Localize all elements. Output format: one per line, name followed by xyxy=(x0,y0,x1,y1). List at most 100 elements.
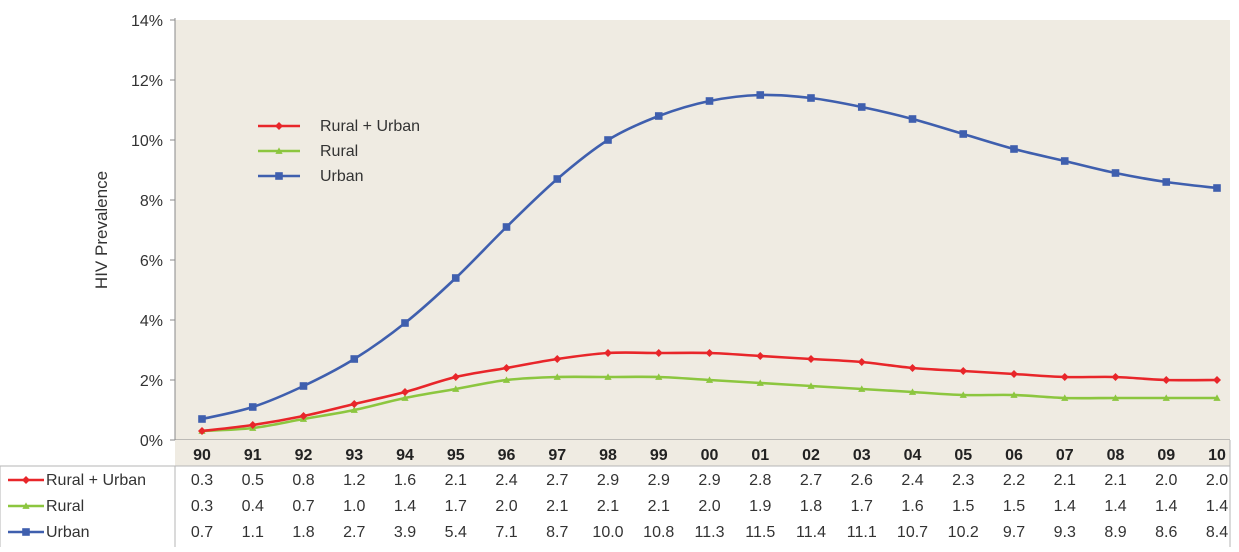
data-point xyxy=(198,427,206,435)
table-cell: 10.0 xyxy=(592,524,623,541)
data-point xyxy=(604,373,612,380)
table-cell: 11.1 xyxy=(847,524,877,541)
data-point xyxy=(705,376,714,383)
table-cell: 2.1 xyxy=(1054,472,1076,489)
series-urban xyxy=(198,91,1221,423)
x-tick-label: 92 xyxy=(295,447,313,464)
table-cell: 10.7 xyxy=(897,524,928,541)
table-cell: 1.4 xyxy=(1206,498,1228,515)
table-cell: 2.0 xyxy=(1206,472,1228,489)
plot-area xyxy=(175,20,1230,440)
table-cell: 2.6 xyxy=(851,472,873,489)
data-point xyxy=(1111,373,1120,381)
data-point xyxy=(959,391,967,398)
y-tick-label: 0% xyxy=(140,433,163,450)
data-point xyxy=(1162,376,1171,384)
data-point xyxy=(502,376,511,383)
data-point xyxy=(401,394,409,401)
table-cell: 1.7 xyxy=(851,498,873,515)
table-cell: 2.1 xyxy=(597,498,619,515)
x-tick-label: 01 xyxy=(751,447,769,464)
data-point xyxy=(401,388,409,396)
x-tick-label: 03 xyxy=(853,447,871,464)
x-tick-label: 94 xyxy=(396,447,414,464)
table-cell: 11.4 xyxy=(796,524,826,541)
table-row-label: Urban xyxy=(46,524,90,541)
table-row-swatch-marker xyxy=(22,502,30,509)
data-point xyxy=(553,175,562,183)
table-cell: 0.5 xyxy=(242,472,264,489)
legend-item: Rural xyxy=(258,143,358,160)
data-point xyxy=(451,274,460,282)
data-point xyxy=(858,385,866,392)
table-cell: 1.5 xyxy=(1003,498,1025,515)
x-tick-label: 96 xyxy=(498,447,516,464)
data-point xyxy=(502,364,511,372)
table-cell: 2.0 xyxy=(495,498,517,515)
table-cell: 0.3 xyxy=(191,498,213,515)
x-tick-label: 90 xyxy=(193,447,211,464)
x-header-band xyxy=(175,440,1230,466)
table-cell: 1.2 xyxy=(343,472,365,489)
data-point xyxy=(908,388,917,395)
data-point xyxy=(807,94,815,102)
x-tick-label: 04 xyxy=(904,447,922,464)
data-point xyxy=(350,355,359,363)
table-cell: 1.4 xyxy=(1054,498,1076,515)
table-cell: 2.1 xyxy=(648,498,670,515)
data-point xyxy=(705,97,714,105)
table-cell: 1.4 xyxy=(1104,498,1126,515)
data-point xyxy=(959,367,968,375)
data-point xyxy=(1060,157,1069,165)
series-rural-urban xyxy=(198,349,1221,435)
table-cell: 3.9 xyxy=(394,524,416,541)
data-point xyxy=(857,358,866,366)
legend-label: Urban xyxy=(320,168,364,185)
data-point xyxy=(452,385,460,392)
table-cell: 2.0 xyxy=(698,498,720,515)
table-cell: 1.7 xyxy=(445,498,467,515)
table-cell: 2.1 xyxy=(445,472,467,489)
series-rural xyxy=(198,373,1221,434)
data-point xyxy=(299,412,308,420)
data-point xyxy=(1162,178,1171,186)
table-row-swatch-marker xyxy=(22,476,30,484)
data-point xyxy=(350,400,359,408)
table-cell: 0.3 xyxy=(191,472,213,489)
data-point xyxy=(1162,394,1170,401)
table-cell: 0.7 xyxy=(191,524,213,541)
data-point xyxy=(604,136,612,144)
table-row: Rural + Urban 0.3 0.5 0.8 1.2 1.6 2.1 2.4 2.7 2.9… xyxy=(8,472,1228,489)
table-cell: 9.3 xyxy=(1054,524,1076,541)
table-cell: 11.3 xyxy=(695,524,725,541)
y-tick-label: 10% xyxy=(131,133,163,150)
table-row: Urban 0.7 1.1 1.8 2.7 3.9 5.4 7.1 8.7 10.0 10.8 11.… xyxy=(8,524,1228,541)
data-point xyxy=(807,355,815,363)
table-cell: 1.6 xyxy=(394,472,416,489)
table-cell: 1.4 xyxy=(1155,498,1177,515)
table-cell: 2.7 xyxy=(343,524,365,541)
table-cell: 2.8 xyxy=(749,472,771,489)
data-point xyxy=(502,223,511,231)
data-point xyxy=(248,421,257,429)
data-point xyxy=(705,349,714,357)
table-cell: 1.8 xyxy=(292,524,314,541)
table-cell: 8.7 xyxy=(546,524,568,541)
table-cell: 2.9 xyxy=(648,472,670,489)
table-cell: 10.8 xyxy=(643,524,674,541)
data-point xyxy=(1060,373,1069,381)
data-point xyxy=(959,130,968,138)
data-point xyxy=(1010,370,1018,378)
table-cell: 8.6 xyxy=(1155,524,1177,541)
table-cell: 2.4 xyxy=(901,472,923,489)
table-cell: 2.9 xyxy=(698,472,720,489)
table-cell: 2.2 xyxy=(1003,472,1025,489)
data-point xyxy=(1010,145,1018,153)
x-tick-label: 98 xyxy=(599,447,617,464)
data-point xyxy=(655,373,663,380)
table-cell: 0.7 xyxy=(292,498,314,515)
data-point xyxy=(756,379,764,386)
data-point xyxy=(908,115,917,123)
